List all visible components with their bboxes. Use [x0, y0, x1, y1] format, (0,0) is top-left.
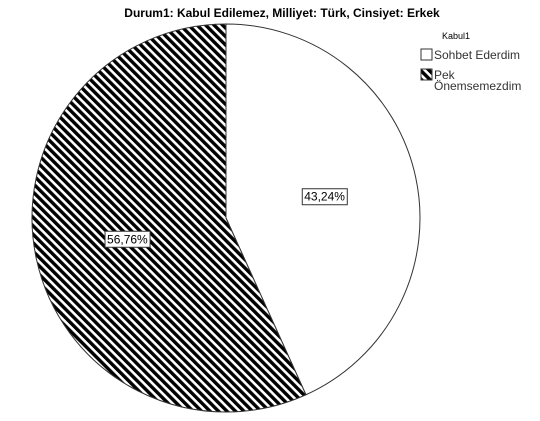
legend: Kabul1 Sohbet Ederdim Pek Önemsemezdim: [420, 31, 521, 93]
slice-label-box-sohbet-ederdim: [301, 188, 348, 206]
legend-label-pek-onemsemezdim: Pek Önemsemezdim: [434, 68, 521, 93]
legend-title: Kabul1: [442, 31, 470, 41]
legend-items: Sohbet Ederdim Pek Önemsemezdim: [420, 48, 521, 93]
chart-title: Durum1: Kabul Edilemez, Milliyet: Türk, …: [124, 6, 440, 20]
pie-slice-labels: 43,24% 56,76%: [104, 188, 348, 248]
slice-label-pek-onemsemezdim: 56,76%: [107, 232, 148, 246]
slice-label-box-pek-onemsemezdim: [104, 230, 151, 248]
legend-label-sohbet-ederdim: Sohbet Ederdim: [434, 48, 520, 62]
legend-swatch-sohbet-ederdim: [420, 48, 433, 61]
pie-slice-pek-onemsemezdim: [31, 23, 307, 413]
pie-slices: [31, 23, 421, 413]
legend-swatch-pek-onemsemezdim: [420, 68, 433, 81]
slice-label-sohbet-ederdim: 43,24%: [304, 190, 345, 204]
pie-slice-sohbet-ederdim: [225, 23, 421, 396]
